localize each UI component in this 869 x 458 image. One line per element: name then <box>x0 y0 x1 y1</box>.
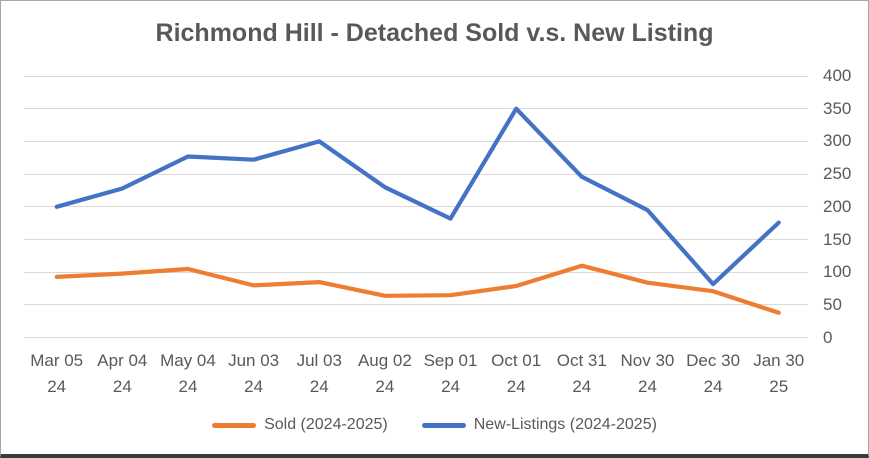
legend-item-sold: Sold (2024-2025) <box>212 414 388 436</box>
y-axis-tick-label: 100 <box>823 262 852 282</box>
y-axis-tick-label: 150 <box>823 229 852 249</box>
legend-label-new-listings: New-Listings (2024-2025) <box>473 416 657 433</box>
x-axis-tick-label: Oct 31 24 <box>556 351 607 396</box>
x-axis-tick-label: May 04 24 <box>160 351 216 396</box>
legend-label-sold: Sold (2024-2025) <box>264 416 388 433</box>
legend-swatch-new-listings <box>421 422 466 428</box>
gridline <box>24 173 808 175</box>
x-axis-tick-label: Aug 02 24 <box>357 351 412 396</box>
y-axis-tick-label: 250 <box>823 164 852 184</box>
y-axis-tick-label: 350 <box>823 98 852 118</box>
gridline <box>24 239 808 241</box>
y-axis-tick-label: 400 <box>823 66 852 85</box>
x-axis-tick-label: Jun 03 24 <box>228 351 280 396</box>
series-line-sold <box>54 263 781 315</box>
series-line-new-listings <box>54 106 781 287</box>
x-axis-tick-label: Jul 03 24 <box>296 351 342 396</box>
chart-legend: Sold (2024-2025) New-Listings (2024-2025) <box>1 414 868 436</box>
x-axis-tick-label: Jan 30 25 <box>753 351 805 396</box>
x-axis-tick-label: Apr 04 24 <box>97 351 148 396</box>
gridline <box>24 140 808 142</box>
y-axis-tick-label: 50 <box>823 294 842 314</box>
gridline <box>24 206 808 208</box>
gridline <box>24 304 808 306</box>
x-axis-tick-label: Oct 01 24 <box>491 351 542 396</box>
legend-swatch-sold <box>212 422 257 428</box>
gridline <box>24 108 808 110</box>
gridline <box>24 337 808 339</box>
x-axis-tick-label: Sep 01 24 <box>423 351 478 396</box>
y-axis-tick-label: 200 <box>823 196 852 216</box>
x-axis-tick-label: Nov 30 24 <box>620 351 675 396</box>
x-axis-tick-label: Dec 30 24 <box>686 351 741 396</box>
y-axis-tick-label: 0 <box>823 327 833 347</box>
legend-item-new-listings: New-Listings (2024-2025) <box>421 414 657 436</box>
chart-title: Richmond Hill - Detached Sold v.s. New L… <box>155 19 714 47</box>
gridline <box>24 271 808 273</box>
gridline <box>24 75 808 77</box>
y-axis-tick-label: 300 <box>823 131 852 151</box>
x-axis-tick-label: Mar 05 24 <box>30 351 84 396</box>
